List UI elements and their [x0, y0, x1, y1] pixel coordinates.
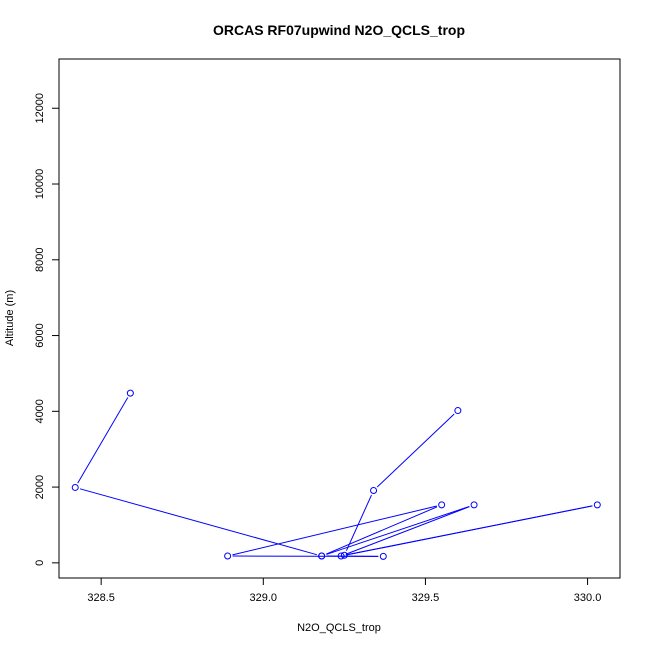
data-point	[318, 552, 326, 560]
data-point	[224, 552, 232, 560]
series-segment	[376, 413, 455, 488]
x-axis: 328.5 329.0 329.5 330.0	[87, 578, 601, 604]
x-axis-label: N2O_QCLS_trop	[297, 622, 381, 634]
y-tick-label: 2000	[34, 475, 46, 499]
data-point	[340, 551, 348, 559]
x-tick-label: 330.0	[574, 592, 602, 604]
series-segment	[326, 506, 438, 555]
y-tick-label: 10000	[34, 169, 46, 200]
data-point	[337, 552, 345, 560]
x-tick-label: 329.5	[412, 592, 440, 604]
y-tick-label: 4000	[34, 399, 46, 423]
plot-frame	[58, 58, 621, 579]
chart-title: ORCAS RF07upwind N2O_QCLS_trop	[213, 22, 465, 38]
data-point	[71, 483, 79, 491]
data-point	[470, 501, 478, 509]
series-segment	[345, 506, 470, 555]
series-layer	[71, 389, 601, 560]
series-segment	[349, 505, 593, 555]
y-tick-label: 12000	[34, 93, 46, 124]
series-segment	[345, 494, 372, 551]
data-point	[370, 486, 378, 494]
x-tick-label: 329.0	[250, 592, 278, 604]
y-tick-label: 8000	[34, 248, 46, 272]
data-point	[438, 501, 446, 509]
data-point	[593, 501, 601, 509]
y-axis: 0 2000 4000 6000 8000 10000 12000	[34, 93, 59, 566]
series-segment	[326, 506, 470, 555]
y-tick-label: 0	[34, 560, 46, 566]
y-axis-label: Altitude (m)	[4, 290, 16, 346]
data-point	[454, 407, 462, 415]
x-tick-label: 328.5	[87, 592, 115, 604]
data-point	[379, 552, 387, 560]
data-point	[126, 389, 134, 397]
y-tick-label: 6000	[34, 323, 46, 347]
series-segment	[232, 505, 437, 556]
series-segment	[79, 488, 317, 556]
series-segment	[77, 397, 129, 484]
